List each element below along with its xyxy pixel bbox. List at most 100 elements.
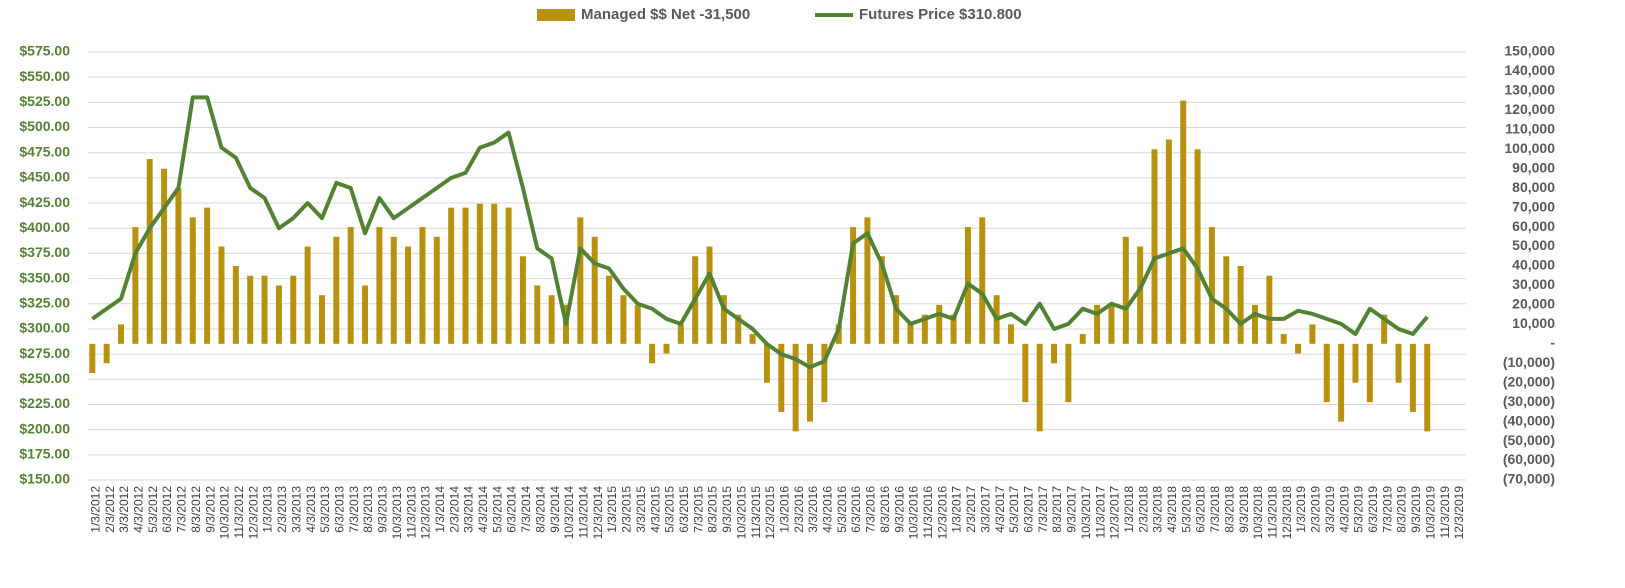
x-tick-label: 5/3/2019 — [1352, 486, 1366, 533]
x-tick-label: 3/3/2013 — [289, 486, 303, 533]
y2-tick-label: (60,000) — [1503, 451, 1555, 467]
x-tick-label: 11/3/2019 — [1438, 486, 1452, 539]
bar — [534, 285, 541, 344]
y2-tick-label: 30,000 — [1512, 276, 1555, 292]
y-tick-label: $475.00 — [19, 143, 70, 159]
x-tick-label: 10/3/2017 — [1079, 486, 1093, 540]
x-tick-label: 7/3/2014 — [519, 486, 533, 533]
x-tick-label: 5/3/2016 — [835, 486, 849, 533]
x-tick-label: 10/3/2013 — [390, 486, 404, 540]
bar — [1309, 324, 1316, 344]
x-tick-label: 3/3/2016 — [806, 486, 820, 533]
y2-tick-label: (70,000) — [1503, 471, 1555, 487]
x-tick-label: 4/3/2017 — [993, 486, 1007, 533]
bar — [749, 334, 756, 344]
bar — [232, 266, 239, 344]
x-tick-label: 12/3/2016 — [935, 486, 949, 540]
bar — [1381, 314, 1388, 344]
y-tick-label: $300.00 — [19, 320, 70, 336]
bar — [893, 295, 900, 344]
bar — [189, 217, 196, 344]
y-tick-label: $500.00 — [19, 118, 70, 134]
x-tick-label: 8/3/2019 — [1395, 486, 1409, 533]
y2-tick-label: (50,000) — [1503, 432, 1555, 448]
bar — [347, 227, 354, 344]
y2-tick-label: 150,000 — [1504, 43, 1555, 59]
x-tick-label: 9/3/2014 — [548, 486, 562, 533]
y-tick-label: $325.00 — [19, 294, 70, 310]
x-tick-label: 11/3/2015 — [749, 486, 763, 539]
x-tick-label: 12/3/2019 — [1452, 486, 1466, 540]
x-tick-label: 7/3/2018 — [1208, 486, 1222, 533]
bar — [247, 275, 254, 344]
bar — [1424, 343, 1431, 432]
bar — [720, 295, 727, 344]
bar — [175, 188, 182, 344]
x-tick-label: 12/3/2018 — [1280, 486, 1294, 540]
x-tick-label: 4/3/2016 — [821, 486, 835, 533]
bar — [204, 207, 211, 344]
legend-label: Managed $$ Net -31,500 — [581, 6, 750, 23]
bar — [1223, 256, 1230, 344]
bar — [577, 217, 584, 344]
x-tick-label: 11/3/2013 — [404, 486, 418, 539]
bar — [850, 227, 857, 344]
x-tick-label: 1/3/2012 — [88, 486, 102, 533]
y2-tick-label: 110,000 — [1505, 121, 1555, 137]
x-tick-label: 12/3/2017 — [1108, 486, 1122, 540]
bar — [1295, 343, 1302, 354]
bar — [1122, 236, 1129, 344]
x-tick-label: 8/3/2018 — [1222, 486, 1236, 533]
x-tick-label: 10/3/2016 — [907, 486, 921, 540]
x-tick-label: 1/3/2017 — [950, 486, 964, 533]
x-tick-label: 12/3/2015 — [763, 486, 777, 540]
bar — [318, 295, 325, 344]
y2-tick-label: - — [1550, 335, 1555, 351]
bar — [362, 285, 369, 344]
bar — [491, 203, 498, 344]
y2-tick-label: (30,000) — [1503, 393, 1555, 409]
bar — [591, 236, 598, 344]
bar — [161, 168, 168, 344]
x-tick-label: 1/3/2019 — [1294, 486, 1308, 533]
x-tick-label: 12/3/2012 — [246, 486, 260, 540]
bar — [476, 203, 483, 344]
x-tick-label: 3/3/2015 — [634, 486, 648, 533]
x-tick-label: 7/3/2016 — [864, 486, 878, 533]
x-tick-label: 2/3/2018 — [1136, 486, 1150, 533]
x-tick-label: 6/3/2014 — [505, 486, 519, 533]
bar — [735, 314, 742, 344]
bar — [1280, 334, 1287, 344]
y-tick-label: $175.00 — [19, 446, 70, 462]
y-tick-label: $525.00 — [19, 93, 70, 109]
x-tick-label: 8/3/2015 — [706, 486, 720, 533]
x-tick-label: 10/3/2019 — [1423, 486, 1437, 540]
x-tick-label: 1/3/2013 — [261, 486, 275, 533]
bar — [1007, 324, 1014, 344]
x-tick-label: 4/3/2013 — [304, 486, 318, 533]
x-tick-label: 6/3/2019 — [1366, 486, 1380, 533]
y2-tick-label: (20,000) — [1503, 373, 1555, 389]
bar — [433, 236, 440, 344]
x-tick-label: 6/3/2015 — [677, 486, 691, 533]
x-tick-label: 2/3/2019 — [1309, 486, 1323, 533]
x-tick-label: 11/3/2016 — [921, 486, 935, 539]
x-tick-label: 3/3/2014 — [462, 486, 476, 533]
bar — [218, 246, 225, 344]
bar — [405, 246, 412, 344]
bar — [376, 227, 383, 344]
x-tick-label: 1/3/2015 — [605, 486, 619, 533]
y-tick-label: $375.00 — [19, 244, 70, 260]
x-tick-label: 9/3/2017 — [1065, 486, 1079, 533]
bar — [792, 343, 799, 432]
x-tick-label: 9/3/2018 — [1237, 486, 1251, 533]
x-tick-label: 6/3/2016 — [849, 486, 863, 533]
bar — [1051, 343, 1058, 364]
y2-tick-label: 50,000 — [1512, 237, 1555, 253]
bar — [1194, 149, 1201, 344]
bar — [706, 246, 713, 344]
x-tick-label: 2/3/2013 — [275, 486, 289, 533]
x-tick-label: 9/3/2012 — [203, 486, 217, 533]
price-line — [91, 95, 1429, 370]
bar — [448, 207, 455, 344]
